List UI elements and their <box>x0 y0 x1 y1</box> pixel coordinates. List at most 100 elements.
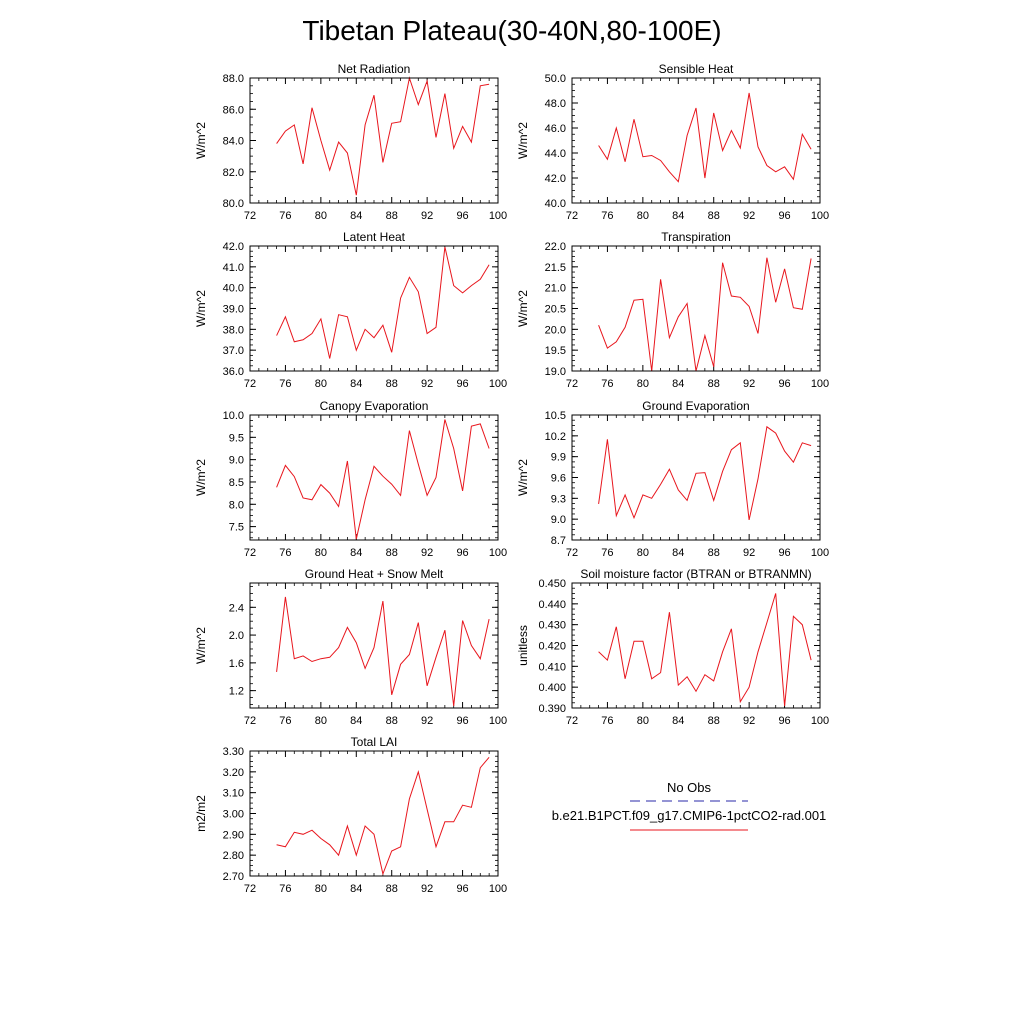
plot-frame <box>571 245 821 372</box>
y-tick-label: 0.430 <box>538 620 566 632</box>
y-tick-label: 0.400 <box>538 682 566 694</box>
chart-panel-3: Latent Heat W/m^2 72 76 80 84 88 92 96 100 36.0 37.… <box>194 230 507 390</box>
x-tick-label: 92 <box>421 883 433 895</box>
legend: No Obs b.e21.B1PCT.f09_g17.CMIP6-1pctCO2… <box>552 780 826 831</box>
x-tick-label: 72 <box>566 547 578 559</box>
x-tick-label: 72 <box>244 883 256 895</box>
x-tick-label: 88 <box>708 547 720 559</box>
x-tick-label: 84 <box>672 210 684 222</box>
x-tick-label: 76 <box>279 715 291 727</box>
y-tick-label: 8.7 <box>551 535 566 547</box>
x-tick-label: 92 <box>743 210 755 222</box>
x-tick-label: 92 <box>421 715 433 727</box>
x-tick-label: 96 <box>778 210 790 222</box>
panel-title: Total LAI <box>351 735 398 749</box>
x-tick-label: 76 <box>601 715 613 727</box>
y-axis-label: unitless <box>516 625 530 666</box>
x-tick-label: 100 <box>489 547 507 559</box>
x-tick-label: 72 <box>566 210 578 222</box>
x-tick-label: 80 <box>637 715 649 727</box>
x-tick-label: 96 <box>456 210 468 222</box>
y-axis-label: W/m^2 <box>516 290 530 327</box>
y-tick-label: 0.410 <box>538 661 566 673</box>
y-tick-label: 40.0 <box>223 283 244 295</box>
x-tick-label: 100 <box>811 715 829 727</box>
y-tick-label: 8.5 <box>229 477 244 489</box>
y-tick-label: 8.0 <box>229 499 244 511</box>
y-tick-label: 22.0 <box>545 241 566 253</box>
plot-frame <box>249 245 499 372</box>
chart-panel-4: Transpiration W/m^2 72 76 80 84 88 92 96 100 19.0 1… <box>516 230 829 390</box>
y-tick-label: 3.10 <box>223 788 244 800</box>
y-axis-label: W/m^2 <box>516 122 530 159</box>
x-tick-label: 84 <box>350 883 362 895</box>
y-tick-label: 1.2 <box>229 686 244 698</box>
x-tick-label: 88 <box>708 378 720 390</box>
y-tick-label: 42.0 <box>223 241 244 253</box>
panel-title: Transpiration <box>661 230 731 244</box>
x-tick-label: 80 <box>315 210 327 222</box>
y-tick-label: 21.5 <box>545 262 566 274</box>
y-tick-label: 0.450 <box>538 578 566 590</box>
x-tick-label: 100 <box>489 210 507 222</box>
y-tick-label: 46.0 <box>545 123 566 135</box>
x-tick-label: 100 <box>811 547 829 559</box>
panel-title: Ground Evaporation <box>642 399 749 413</box>
y-tick-label: 40.0 <box>545 198 566 210</box>
y-tick-label: 3.00 <box>223 809 244 821</box>
x-tick-label: 88 <box>386 210 398 222</box>
y-tick-label: 1.6 <box>229 658 244 670</box>
y-axis-label: W/m^2 <box>516 459 530 496</box>
y-tick-label: 7.5 <box>229 522 244 534</box>
y-tick-label: 3.30 <box>223 746 244 758</box>
x-tick-label: 72 <box>566 378 578 390</box>
y-tick-label: 2.4 <box>229 602 244 614</box>
y-tick-label: 10.2 <box>545 431 566 443</box>
panel-title: Sensible Heat <box>659 62 734 76</box>
series-line <box>276 76 490 196</box>
y-tick-label: 9.0 <box>229 455 244 467</box>
y-tick-label: 10.0 <box>223 410 244 422</box>
plot-frame <box>571 582 821 709</box>
x-tick-label: 76 <box>601 210 613 222</box>
x-tick-label: 76 <box>279 378 291 390</box>
plot-frame <box>571 414 821 541</box>
chart-panel-2: Sensible Heat W/m^2 72 76 80 84 88 92 96 100 40.0 4… <box>516 62 829 222</box>
x-tick-label: 92 <box>421 378 433 390</box>
panel-title: Canopy Evaporation <box>320 399 429 413</box>
y-tick-label: 41.0 <box>223 262 244 274</box>
y-tick-label: 39.0 <box>223 304 244 316</box>
plot-frame <box>249 582 499 709</box>
y-tick-label: 9.6 <box>551 473 566 485</box>
x-tick-label: 80 <box>315 547 327 559</box>
x-tick-label: 80 <box>637 210 649 222</box>
y-tick-label: 21.0 <box>545 283 566 295</box>
x-tick-label: 88 <box>708 715 720 727</box>
x-tick-label: 84 <box>672 378 684 390</box>
y-tick-label: 36.0 <box>223 366 244 378</box>
y-tick-label: 3.20 <box>223 767 244 779</box>
chart-panel-7: Ground Heat + Snow Melt W/m^2 72 76 80 84 88 92… <box>194 567 507 727</box>
x-tick-label: 76 <box>279 547 291 559</box>
x-tick-label: 100 <box>489 715 507 727</box>
y-tick-label: 48.0 <box>545 98 566 110</box>
y-tick-label: 50.0 <box>545 73 566 85</box>
y-tick-label: 0.420 <box>538 641 566 653</box>
y-tick-label: 9.5 <box>229 432 244 444</box>
x-tick-label: 80 <box>315 715 327 727</box>
x-tick-label: 88 <box>708 210 720 222</box>
x-tick-label: 96 <box>456 883 468 895</box>
x-tick-label: 92 <box>743 378 755 390</box>
figure-title: Tibetan Plateau(30-40N,80-100E) <box>302 15 721 46</box>
y-tick-label: 0.440 <box>538 599 566 611</box>
x-tick-label: 76 <box>601 547 613 559</box>
chart-panel-1: Net Radiation W/m^2 72 76 80 84 88 92 96 100 80.0 8… <box>194 62 507 222</box>
chart-panel-9: Total LAI m2/m2 72 76 80 84 88 92 96 100 2.70 2.80 2… <box>194 735 507 895</box>
x-tick-label: 80 <box>637 378 649 390</box>
y-axis-label: W/m^2 <box>194 459 208 496</box>
y-tick-label: 0.390 <box>538 703 566 715</box>
series-line <box>598 257 812 372</box>
series-line <box>276 596 490 706</box>
x-tick-label: 84 <box>350 378 362 390</box>
